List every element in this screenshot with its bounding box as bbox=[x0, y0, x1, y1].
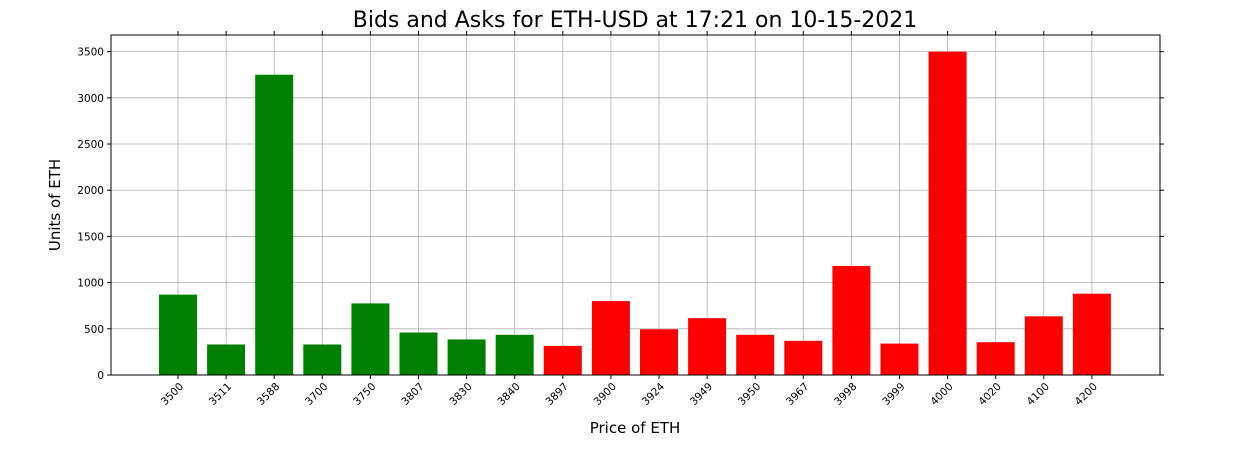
bar-asks-3967 bbox=[784, 340, 823, 375]
x-tick-label: 3897 bbox=[544, 381, 571, 408]
y-tick-label: 2000 bbox=[77, 185, 104, 197]
x-tick-label: 3900 bbox=[592, 381, 619, 408]
x-tick-label: 3830 bbox=[447, 381, 474, 408]
x-tick-label: 3924 bbox=[640, 380, 668, 408]
bar-bids-3840 bbox=[495, 334, 534, 375]
x-tick-label: 3949 bbox=[688, 381, 715, 408]
y-axis-label: Units of ETH bbox=[46, 159, 64, 251]
bar-asks-3949 bbox=[688, 318, 727, 375]
x-tick-label: 3840 bbox=[495, 381, 522, 408]
x-tick-label: 3967 bbox=[784, 381, 811, 408]
y-tick-label: 500 bbox=[84, 324, 104, 336]
x-tick-label: 3511 bbox=[207, 381, 234, 408]
bar-bids-3807 bbox=[399, 332, 438, 375]
bar-asks-4020 bbox=[976, 342, 1015, 375]
x-tick-label: 3950 bbox=[736, 381, 763, 408]
x-tick-label: 3998 bbox=[832, 381, 859, 408]
y-tick-label: 2500 bbox=[77, 139, 104, 151]
bar-asks-3950 bbox=[736, 334, 775, 375]
y-tick-label: 3000 bbox=[77, 93, 104, 105]
chart-title: Bids and Asks for ETH-USD at 17:21 on 10… bbox=[353, 8, 918, 33]
bar-asks-4100 bbox=[1024, 316, 1063, 375]
x-tick-label: 3588 bbox=[255, 381, 282, 408]
y-tick-label: 1500 bbox=[77, 231, 104, 243]
y-tick-label: 0 bbox=[97, 370, 104, 382]
x-tick-label: 3700 bbox=[303, 381, 330, 408]
bar-bids-3511 bbox=[207, 344, 246, 375]
bar-asks-3924 bbox=[640, 329, 678, 375]
x-tick-label: 4000 bbox=[928, 381, 955, 408]
y-tick-label: 3500 bbox=[77, 47, 104, 59]
bars bbox=[159, 51, 1111, 376]
x-tick-label: 4100 bbox=[1025, 381, 1052, 408]
x-axis-label: Price of ETH bbox=[590, 419, 681, 437]
x-tick-label: 3999 bbox=[880, 381, 907, 408]
bar-asks-3897 bbox=[543, 345, 582, 375]
x-tick-label: 4020 bbox=[976, 381, 1003, 408]
bar-bids-3588 bbox=[255, 74, 294, 375]
y-tick-label: 1000 bbox=[77, 278, 104, 290]
plot-frame bbox=[110, 34, 1161, 376]
bar-asks-4000 bbox=[928, 51, 967, 376]
bar-asks-3999 bbox=[880, 343, 919, 375]
bar-asks-4200 bbox=[1072, 293, 1111, 375]
bar-bids-3750 bbox=[351, 303, 390, 375]
x-tick-label: 3750 bbox=[351, 381, 378, 408]
bar-asks-3998 bbox=[832, 265, 871, 375]
x-tick-label: 3807 bbox=[399, 381, 426, 408]
x-tick-label: 4200 bbox=[1073, 381, 1100, 408]
x-tick-label: 3500 bbox=[159, 381, 186, 408]
bar-bids-3830 bbox=[447, 339, 486, 375]
bar-bids-3500 bbox=[159, 294, 197, 375]
bar-asks-3900 bbox=[591, 301, 630, 375]
bar-bids-3700 bbox=[303, 344, 342, 375]
